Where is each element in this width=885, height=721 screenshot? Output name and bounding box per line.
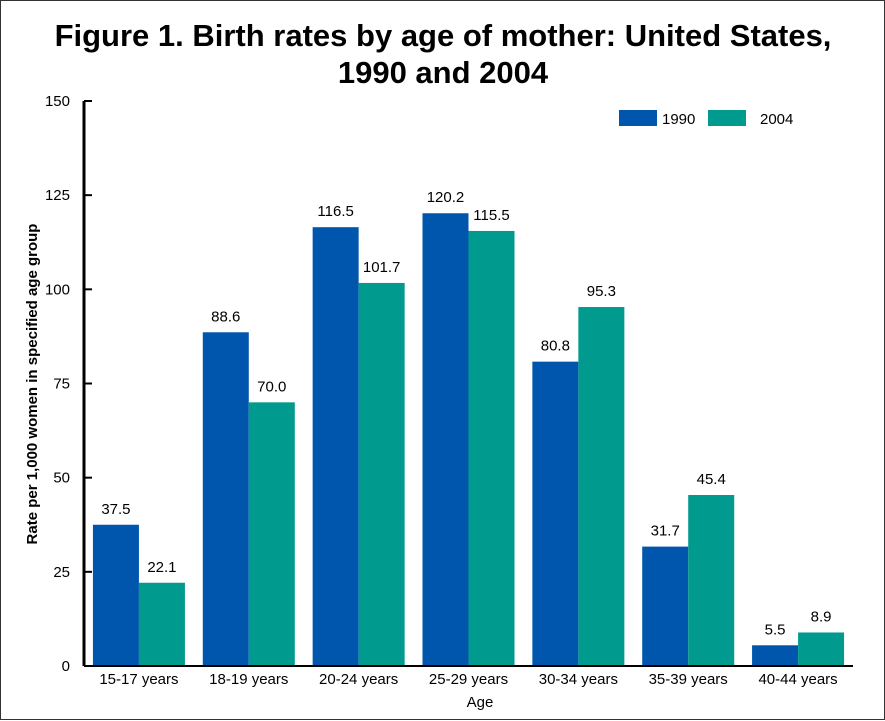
- bar-2004-15-17-years: [138, 582, 185, 666]
- y-tick-label: 0: [62, 658, 70, 675]
- bar-value-label: 70.0: [257, 378, 286, 395]
- bar-value-label: 31.7: [651, 523, 680, 540]
- bar-value-label: 22.1: [147, 559, 176, 576]
- y-tick-label: 75: [53, 376, 70, 393]
- bar-1990-30-34-years: [532, 361, 579, 666]
- bar-2004-30-34-years: [578, 307, 625, 666]
- bar-2004-35-39-years: [688, 494, 735, 666]
- chart-title-line2: 1990 and 2004: [338, 55, 549, 90]
- legend-label-1990: 1990: [662, 111, 695, 128]
- legend: 1990 2004: [619, 110, 793, 128]
- bar-1990-20-24-years: [312, 227, 359, 666]
- x-tick-label: 35-39 years: [649, 671, 728, 688]
- bar-1990-18-19-years: [202, 332, 249, 666]
- y-axis: 0 25 50 75 100 125 150: [45, 93, 92, 675]
- bar-value-label: 116.5: [317, 203, 353, 220]
- bar-2004-20-24-years: [358, 282, 405, 666]
- bar-value-label: 5.5: [765, 621, 786, 638]
- bar-value-label: 120.2: [427, 189, 465, 206]
- bar-2004-40-44-years: [798, 632, 845, 666]
- x-tick-label: 15-17 years: [99, 671, 178, 688]
- y-tick-label: 50: [53, 470, 70, 487]
- bar-1990-25-29-years: [422, 213, 469, 666]
- bar-1990-40-44-years: [752, 645, 799, 666]
- bar-value-label: 115.5: [473, 207, 509, 224]
- x-axis: 15-17 years 18-19 years 20-24 years 25-29 y…: [84, 665, 853, 688]
- bar-value-label: 37.5: [101, 501, 130, 518]
- x-tick-label: 20-24 years: [319, 671, 398, 688]
- bar-value-label: 45.4: [697, 471, 726, 488]
- legend-swatch-1990: [619, 110, 657, 126]
- x-tick-label: 30-34 years: [539, 671, 618, 688]
- y-axis-title: Rate per 1,000 women in specified age gr…: [24, 224, 41, 545]
- x-tick-label: 40-44 years: [758, 671, 837, 688]
- y-tick-label: 150: [45, 93, 70, 110]
- bar-value-label: 8.9: [811, 608, 832, 625]
- bar-value-label: 88.6: [211, 308, 240, 325]
- x-tick-label: 25-29 years: [429, 671, 508, 688]
- bar-2004-25-29-years: [468, 230, 515, 666]
- bar-1990-15-17-years: [92, 524, 139, 666]
- bar-value-label: 101.7: [363, 259, 401, 276]
- bars: [92, 213, 845, 666]
- bar-value-labels: 37.5 22.1 88.6 70.0 116.5 101.7 120.2 115.5 80.8…: [101, 189, 831, 638]
- legend-label-2004: 2004: [760, 111, 793, 128]
- x-axis-title: Age: [467, 694, 494, 711]
- y-tick-label: 25: [53, 564, 70, 581]
- y-tick-label: 125: [45, 187, 70, 204]
- bar-value-label: 80.8: [541, 338, 570, 355]
- chart-title-line1: Figure 1. Birth rates by age of mother: …: [55, 18, 832, 53]
- y-tick-label: 100: [45, 281, 70, 298]
- bar-2004-18-19-years: [248, 402, 295, 666]
- bar-1990-35-39-years: [642, 546, 689, 666]
- bar-value-label: 95.3: [587, 283, 616, 300]
- x-tick-label: 18-19 years: [209, 671, 288, 688]
- legend-swatch-2004: [708, 110, 746, 126]
